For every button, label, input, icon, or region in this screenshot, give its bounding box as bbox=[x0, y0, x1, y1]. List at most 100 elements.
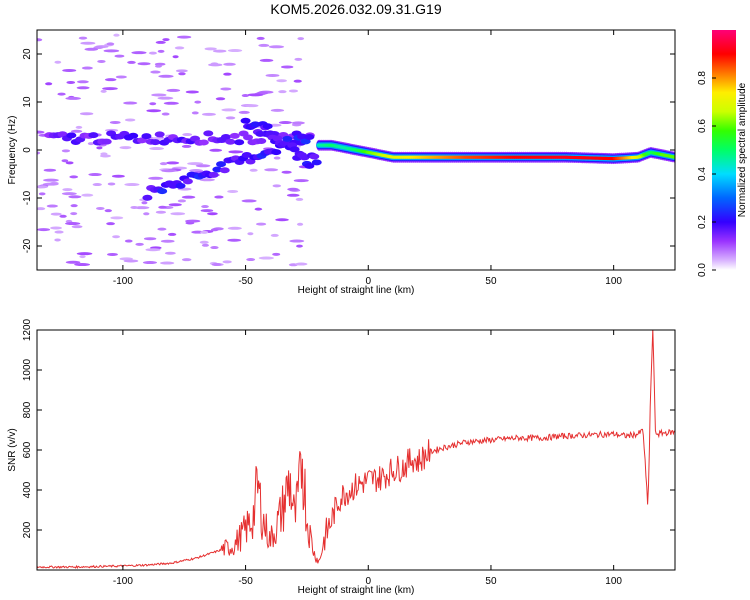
heatmap-ridge-cell bbox=[671, 155, 675, 159]
heatmap-noise-cell bbox=[291, 121, 305, 125]
snr-y-tick-label: 400 bbox=[22, 481, 33, 498]
heatmap-noise-cell bbox=[200, 209, 214, 213]
heatmap-noise-cell bbox=[65, 222, 81, 226]
heatmap-x-tick-label: -100 bbox=[113, 276, 133, 287]
heatmap-blob bbox=[250, 121, 261, 128]
heatmap-noise-cell bbox=[168, 203, 182, 207]
heatmap-noise-cell bbox=[175, 69, 188, 73]
heatmap-noise-cell bbox=[81, 193, 94, 197]
heatmap-x-axis-label: Height of straight line (km) bbox=[298, 285, 415, 296]
heatmap-noise-cell bbox=[272, 252, 281, 256]
snr-x-tick-label: 50 bbox=[485, 576, 497, 587]
heatmap-noise-cell bbox=[88, 173, 102, 177]
heatmap-noise-cell bbox=[201, 112, 216, 116]
heatmap-blob bbox=[157, 188, 168, 195]
colorbar-gradient bbox=[712, 30, 736, 270]
colorbar-tick-label: 0.6 bbox=[697, 119, 708, 133]
heatmap-noise-cell bbox=[174, 46, 185, 50]
heatmap-noise-cell bbox=[80, 41, 96, 45]
heatmap-noise-cell bbox=[209, 148, 223, 152]
heatmap-noise-cell bbox=[199, 178, 215, 182]
heatmap-noise-cell bbox=[146, 109, 162, 113]
heatmap-blob bbox=[297, 133, 308, 140]
heatmap-noise-cell bbox=[191, 111, 199, 115]
heatmap-noise-cell bbox=[288, 89, 299, 93]
heatmap-noise-cell bbox=[210, 228, 219, 232]
heatmap-noise-cell bbox=[215, 97, 226, 101]
heatmap-noise-cell bbox=[264, 168, 279, 172]
heatmap-y-tick-label: -20 bbox=[22, 238, 33, 253]
heatmap-noise-cell bbox=[247, 93, 264, 97]
heatmap-noise-cell bbox=[167, 232, 177, 236]
heatmap-noise-cell bbox=[286, 193, 300, 197]
colorbar-tick-label: 0.4 bbox=[697, 167, 708, 181]
heatmap-noise-cell bbox=[227, 49, 243, 53]
heatmap-noise-cell bbox=[37, 185, 48, 189]
heatmap-noise-cell bbox=[75, 125, 83, 129]
heatmap-noise-cell bbox=[276, 79, 287, 83]
heatmap-noise-cell bbox=[96, 146, 103, 150]
heatmap-noise-cell bbox=[222, 260, 232, 264]
heatmap-noise-cell bbox=[142, 261, 158, 265]
heatmap-noise-cell bbox=[38, 192, 46, 196]
heatmap-noise-cell bbox=[71, 225, 83, 229]
heatmap-noise-cell bbox=[37, 38, 43, 42]
snr-x-tick-label: -50 bbox=[238, 576, 253, 587]
heatmap-noise-cell bbox=[273, 156, 281, 160]
heatmap-noise-cell bbox=[155, 64, 162, 68]
heatmap-noise-cell bbox=[297, 37, 305, 41]
colorbar-label: Normalized spectral amplitude bbox=[737, 82, 748, 217]
heatmap-noise-cell bbox=[106, 222, 115, 226]
snr-series-line bbox=[37, 330, 675, 570]
heatmap-noise-cell bbox=[50, 226, 62, 230]
heatmap-noise-cell bbox=[185, 219, 201, 223]
heatmap-noise-cell bbox=[127, 60, 136, 64]
heatmap-noise-cell bbox=[65, 96, 81, 100]
heatmap-noise-cell bbox=[70, 212, 78, 216]
heatmap-noise-cell bbox=[69, 175, 79, 179]
heatmap-noise-cell bbox=[223, 62, 236, 66]
heatmap-noise-cell bbox=[280, 65, 294, 69]
heatmap-noise-cell bbox=[281, 170, 292, 174]
heatmap-noise-cell bbox=[54, 238, 61, 242]
heatmap-blob bbox=[141, 133, 152, 140]
heatmap-noise-cell bbox=[227, 189, 239, 193]
heatmap-noise-cell bbox=[78, 36, 88, 40]
heatmap-blob bbox=[198, 139, 209, 146]
heatmap-x-tick-label: -50 bbox=[238, 276, 253, 287]
snr-y-tick-label: 600 bbox=[22, 441, 33, 458]
colorbar: 0.0 0.2 0.4 0.6 0.8 Normalized spectral ampl… bbox=[697, 30, 748, 277]
heatmap-noise-cell bbox=[275, 218, 289, 222]
heatmap-noise-cell bbox=[287, 187, 299, 191]
heatmap-x-tick-label: 0 bbox=[365, 276, 371, 287]
snr-y-axis-label: SNR (v/v) bbox=[7, 428, 18, 471]
heatmap-noise-cell bbox=[79, 255, 86, 259]
heatmap-blob bbox=[225, 138, 236, 145]
heatmap-blob bbox=[150, 139, 161, 146]
heatmap-noise-cell bbox=[293, 79, 302, 83]
heatmap-noise-cell bbox=[112, 235, 120, 239]
heatmap-noise-cell bbox=[104, 78, 117, 82]
heatmap-noise-cell bbox=[295, 262, 308, 266]
heatmap-noise-cell bbox=[211, 262, 222, 266]
heatmap-blob bbox=[128, 132, 139, 139]
heatmap-noise-cell bbox=[278, 90, 287, 94]
heatmap-noise-cell bbox=[97, 59, 106, 63]
heatmap-noise-cell bbox=[270, 233, 279, 237]
heatmap-noise-cell bbox=[238, 110, 250, 114]
heatmap-noise-cell bbox=[195, 164, 211, 168]
heatmap-noise-cell bbox=[214, 195, 224, 199]
heatmap-noise-cell bbox=[278, 121, 292, 125]
heatmap-noise-cell bbox=[114, 54, 125, 58]
heatmap-noise-cell bbox=[272, 184, 281, 188]
heatmap-noise-cell bbox=[148, 51, 157, 55]
heatmap-noise-cell bbox=[50, 212, 62, 216]
heatmap-noise-cell bbox=[201, 205, 209, 209]
heatmap-noise-cell bbox=[143, 212, 150, 216]
heatmap-noise-cell bbox=[104, 209, 112, 213]
heatmap-blob bbox=[212, 166, 223, 173]
heatmap-noise-cell bbox=[59, 214, 67, 218]
heatmap-noise-cell bbox=[149, 147, 165, 151]
heatmap-blob bbox=[262, 123, 273, 130]
